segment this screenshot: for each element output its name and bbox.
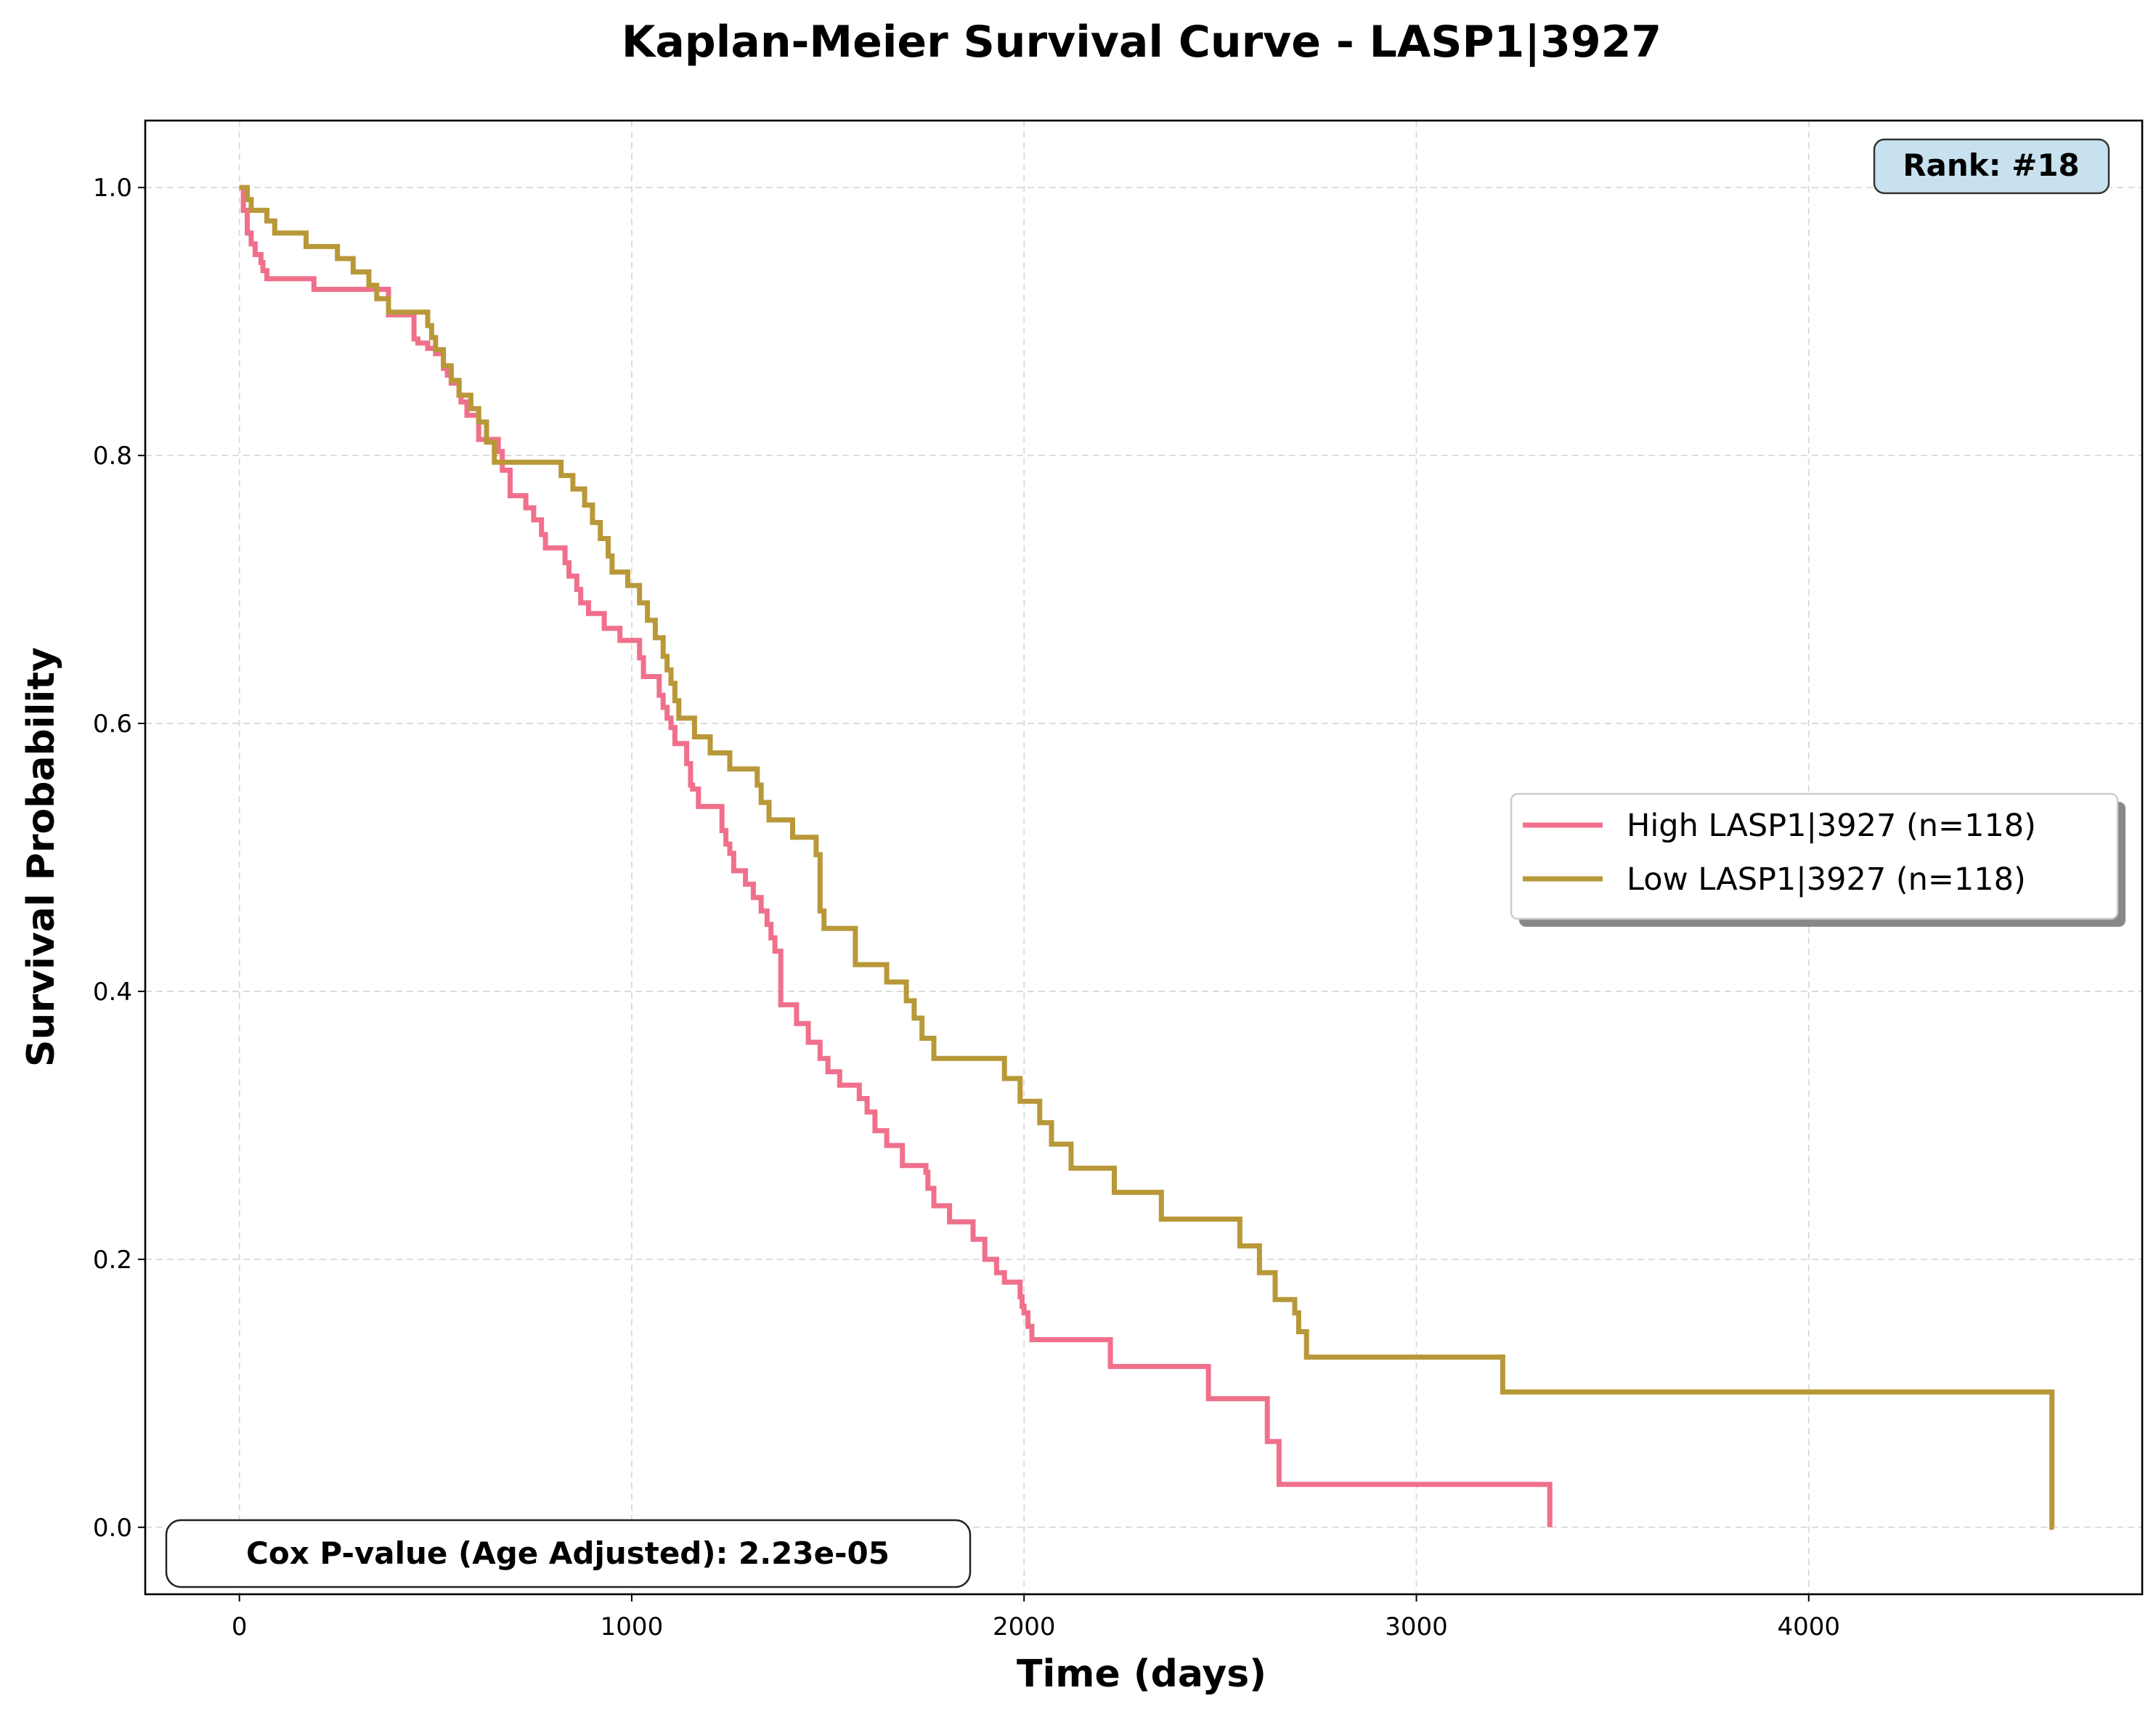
series-lines: [239, 184, 2055, 1530]
cox-pvalue-box: Cox P-value (Age Adjusted): 2.23e-05: [165, 1519, 972, 1588]
survival-curve-low: [239, 184, 2055, 1530]
y-tick-label: 0.6: [93, 710, 132, 739]
x-tick-label: 1000: [601, 1612, 664, 1641]
x-tick-label: 2000: [993, 1612, 1056, 1641]
ticks: 0 1000 2000 3000 4000 0.0 0.2 0.4 0.6 0.8 1.0: [93, 174, 1840, 1641]
y-tick-label: 0.0: [93, 1514, 132, 1543]
legend-box: [1510, 792, 2119, 920]
legend-label-low: Low LASP1|3927 (n=118): [1627, 861, 2026, 898]
y-tick-label: 0.2: [93, 1246, 132, 1275]
chart-title: Kaplan-Meier Survival Curve - LASP1|3927: [622, 17, 1661, 68]
plot-area-frame: [144, 119, 2144, 1596]
y-tick-label: 0.4: [93, 978, 132, 1007]
y-axis-label: Survival Probability: [20, 647, 63, 1067]
cox-pvalue-frame: [165, 1519, 972, 1588]
rank-badge: Rank: #18: [1873, 138, 2110, 195]
y-tick-label: 0.8: [93, 442, 132, 471]
x-tick-label: 3000: [1385, 1612, 1448, 1641]
grid: [145, 121, 2142, 1594]
legend: High LASP1|3927 (n=118) Low LASP1|3927 (…: [1510, 792, 2126, 927]
x-tick-label: 4000: [1778, 1612, 1841, 1641]
x-tick-label: 0: [232, 1612, 248, 1641]
x-axis-label: Time (days): [1017, 1652, 1266, 1696]
y-tick-label: 1.0: [93, 174, 132, 203]
rank-badge-box: [1873, 138, 2110, 195]
cox-pvalue-text: Cox P-value (Age Adjusted): 2.23e-05: [246, 1535, 890, 1571]
legend-label-high: High LASP1|3927 (n=118): [1627, 808, 2036, 844]
rank-badge-text: Rank: #18: [1903, 147, 2080, 183]
